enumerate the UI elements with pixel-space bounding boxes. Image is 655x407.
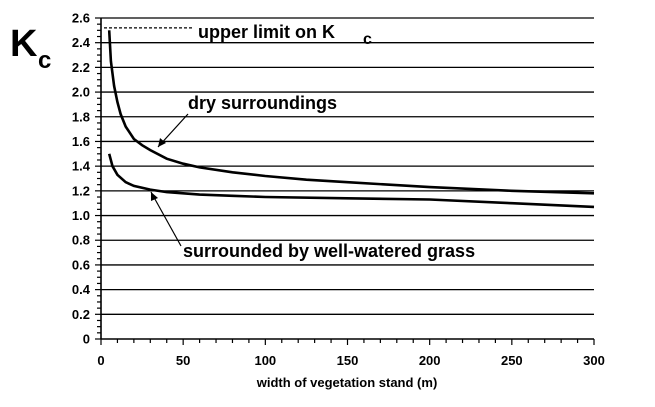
y-tick-label: 1.4 bbox=[72, 159, 91, 174]
y-tick-label: 2.4 bbox=[72, 35, 91, 50]
y-axis-title-subscript: c bbox=[38, 47, 51, 74]
tick-marks bbox=[95, 17, 595, 345]
y-tick-label: 1.2 bbox=[72, 183, 90, 198]
grid bbox=[101, 17, 594, 315]
y-tick-label: 0.4 bbox=[72, 282, 91, 297]
dry-surroundings-arrowhead bbox=[158, 138, 166, 147]
x-tick-label: 100 bbox=[254, 353, 276, 368]
y-tick-label: 1.0 bbox=[72, 208, 90, 223]
x-tick-label: 200 bbox=[419, 353, 441, 368]
well-watered-grass-arrow-line bbox=[150, 191, 182, 247]
axes bbox=[100, 18, 594, 340]
x-tick-label: 150 bbox=[337, 353, 359, 368]
x-tick-label: 300 bbox=[583, 353, 605, 368]
y-axis-title: K bbox=[10, 23, 38, 65]
dry-surroundings-label: dry surroundings bbox=[188, 93, 337, 113]
y-tick-label: 0.8 bbox=[72, 233, 90, 248]
y-tick-label: 1.8 bbox=[72, 109, 90, 124]
y-tick-labels: 0 0.2 0.4 0.6 0.8 1.0 1.2 1.4 1.6 1.8 2.0 2.2 2.4 2.6 bbox=[72, 11, 91, 347]
x-tick-labels: 0 50 100 150 200 250 300 bbox=[97, 353, 604, 368]
upper-limit-label: upper limit on K bbox=[198, 22, 335, 42]
y-tick-label: 2.2 bbox=[72, 60, 90, 75]
x-tick-label: 250 bbox=[501, 353, 523, 368]
y-tick-label: 0.2 bbox=[72, 307, 90, 322]
well-watered-grass-label: surrounded by well-watered grass bbox=[183, 241, 475, 261]
x-tick-label: 50 bbox=[176, 353, 190, 368]
y-tick-label: 1.6 bbox=[72, 134, 90, 149]
y-tick-label: 2.0 bbox=[72, 85, 90, 100]
y-tick-label: 0.6 bbox=[72, 257, 90, 272]
series-line-well-watered-grass bbox=[107, 153, 595, 209]
x-tick-label: 0 bbox=[97, 353, 104, 368]
y-tick-label: 0 bbox=[83, 332, 90, 347]
x-axis-title: width of vegetation stand (m) bbox=[256, 375, 438, 390]
y-tick-label: 2.6 bbox=[72, 11, 90, 26]
well-watered-grass-arrowhead bbox=[151, 192, 158, 201]
series-line-dry-surroundings bbox=[107, 30, 595, 195]
upper-limit-label-subscript: c bbox=[363, 31, 372, 48]
